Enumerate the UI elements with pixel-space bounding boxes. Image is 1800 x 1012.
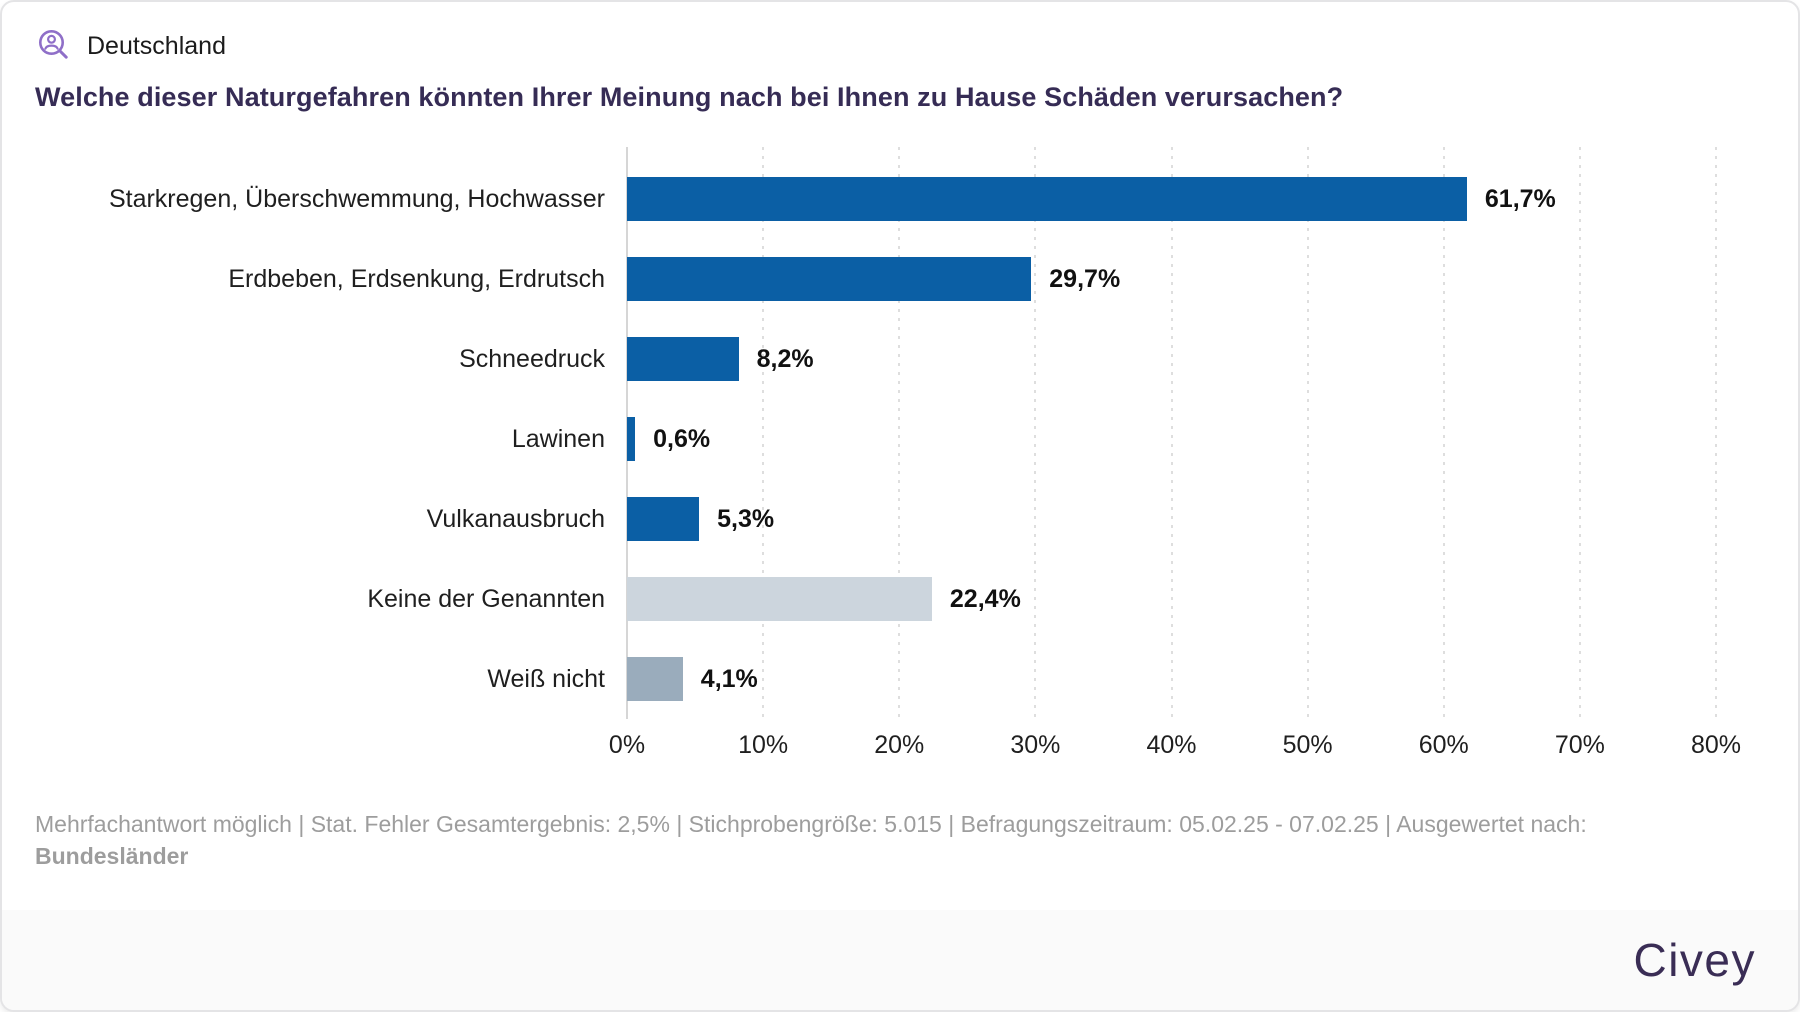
category-label: Schneedruck — [459, 344, 605, 373]
x-tick-label: 40% — [1146, 731, 1197, 759]
category-label: Keine der Genannten — [367, 584, 605, 613]
x-tick-label: 70% — [1554, 731, 1605, 759]
chart-row: Weiß nicht 4,1% — [35, 639, 1765, 719]
chart-row: Schneedruck 8,2% — [35, 319, 1765, 399]
x-tick-label: 30% — [1010, 731, 1061, 759]
x-tick-label: 20% — [874, 731, 925, 759]
value-label: 8,2% — [756, 344, 814, 373]
value-label: 4,1% — [700, 664, 758, 693]
brand-band: Civey — [2, 910, 1798, 1010]
bar — [627, 497, 700, 541]
category-label: Weiß nicht — [487, 664, 605, 693]
category-label: Vulkanausbruch — [426, 504, 605, 533]
value-label: 0,6% — [653, 424, 711, 453]
region-selector[interactable]: Deutschland — [35, 26, 226, 66]
bar — [627, 577, 932, 621]
category-label: Lawinen — [511, 424, 605, 453]
x-tick-label: 0% — [608, 731, 646, 759]
value-label: 22,4% — [949, 584, 1021, 613]
bar-cell: 29,7% — [627, 257, 1716, 301]
bar-cell: 5,3% — [627, 497, 1716, 541]
region-label: Deutschland — [87, 31, 226, 60]
bar-cell: 61,7% — [627, 177, 1716, 221]
poll-question-title: Welche dieser Naturgefahren könnten Ihre… — [35, 82, 1344, 112]
card-content: Deutschland Welche dieser Naturgefahren … — [2, 2, 1798, 872]
bar — [627, 417, 636, 461]
bar — [627, 257, 1032, 301]
x-axis-ticks: 0% 10% 20% 30% 40% 50% 60% 70% 80% — [609, 731, 1741, 763]
person-search-icon — [35, 27, 73, 65]
chart-row: Vulkanausbruch 5,3% — [35, 479, 1765, 559]
bar-cell: 8,2% — [627, 337, 1716, 381]
x-tick-label: 80% — [1690, 731, 1742, 759]
methodology-note-line2: Bundesländer — [35, 842, 189, 869]
chart-row: Erdbeben, Erdsenkung, Erdrutsch 29,7% — [35, 239, 1765, 319]
civey-logo[interactable]: Civey — [1633, 934, 1756, 986]
bar — [627, 657, 683, 701]
bar-cell: 4,1% — [627, 657, 1716, 701]
category-label: Starkregen, Überschwemmung, Hochwasser — [108, 184, 605, 213]
chart-row: Starkregen, Überschwemmung, Hochwasser 61… — [35, 159, 1765, 239]
bar-cell: 0,6% — [627, 417, 1716, 461]
methodology-note-line1: Mehrfachantwort möglich | Stat. Fehler G… — [35, 811, 1587, 837]
value-label: 29,7% — [1049, 264, 1121, 293]
x-tick-label: 60% — [1418, 731, 1469, 759]
bar-chart: Starkregen, Überschwemmung, Hochwasser 61… — [35, 147, 1765, 763]
chart-rows: Starkregen, Überschwemmung, Hochwasser 61… — [35, 147, 1765, 719]
chart-row: Lawinen 0,6% — [35, 399, 1765, 479]
value-label: 61,7% — [1484, 184, 1556, 213]
bar-cell: 22,4% — [627, 577, 1716, 621]
bar — [627, 337, 739, 381]
x-tick-label: 50% — [1282, 731, 1333, 759]
x-tick-label: 10% — [738, 731, 789, 759]
category-label: Erdbeben, Erdsenkung, Erdrutsch — [228, 264, 605, 293]
chart-row: Keine der Genannten 22,4% — [35, 559, 1765, 639]
bar — [627, 177, 1467, 221]
methodology-note: Mehrfachantwort möglich | Stat. Fehler G… — [35, 809, 1765, 872]
value-label: 5,3% — [717, 504, 775, 533]
